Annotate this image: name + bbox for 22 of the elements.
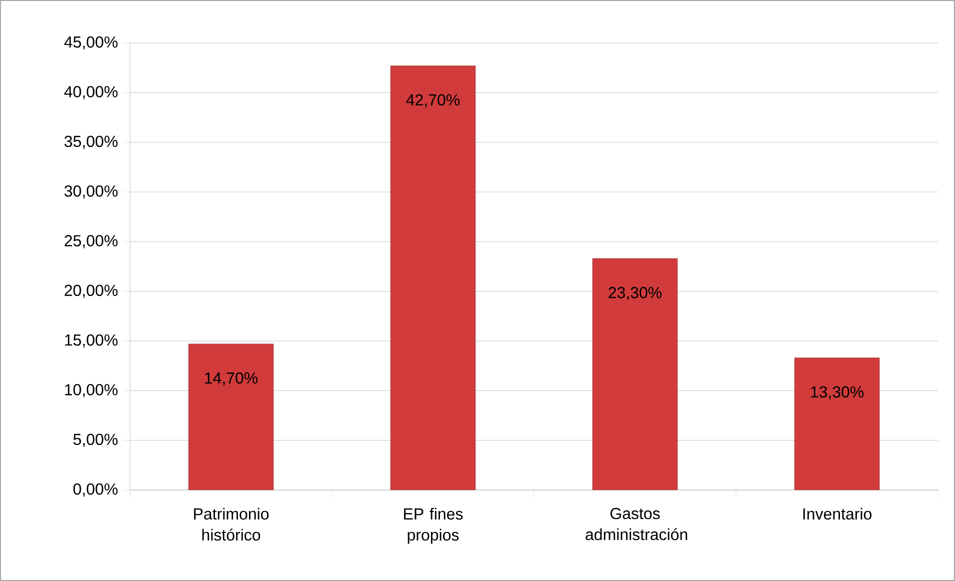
bar — [794, 358, 880, 490]
data-label: 13,30% — [811, 386, 864, 400]
y-tick-label: 35,00% — [64, 136, 118, 149]
x-tick-label: EP fines propios — [404, 508, 463, 544]
y-tick-label: 20,00% — [64, 284, 118, 298]
bar — [188, 344, 274, 490]
y-tick-label: 0,00% — [73, 483, 118, 497]
data-label: 23,30% — [608, 286, 662, 300]
y-tick-label: 5,00% — [73, 434, 118, 447]
y-tick-label: 10,00% — [65, 384, 118, 398]
data-label: 14,70% — [205, 372, 258, 386]
data-label: 42,70% — [406, 94, 460, 108]
x-tick-label: Gastos administración — [586, 508, 688, 540]
y-tick-label: 15,00% — [65, 334, 118, 348]
bar — [390, 66, 476, 490]
x-tick-label: Patrimonio histórico — [194, 508, 269, 541]
y-tick-label: 40,00% — [64, 86, 118, 100]
x-tick-label: Inventario — [803, 508, 872, 520]
y-tick-label: 45,00% — [64, 36, 118, 50]
y-tick-label: 30,00% — [64, 185, 118, 199]
y-tick-label: 25,00% — [64, 235, 118, 248]
bar — [592, 258, 678, 490]
